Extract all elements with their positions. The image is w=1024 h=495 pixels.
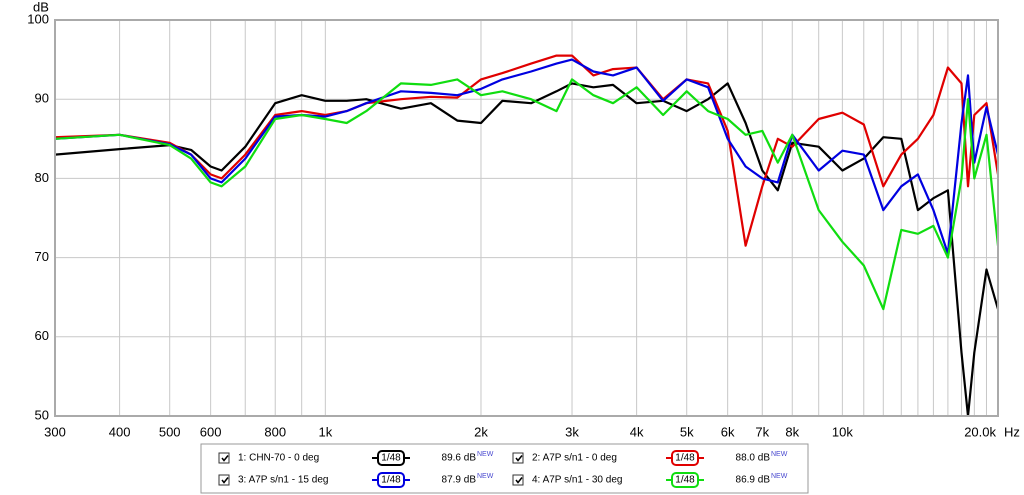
x-tick-label: 500 (159, 424, 181, 439)
x-tick-label: 4k (630, 424, 644, 439)
series-line (55, 78, 998, 311)
y-axis-label: dB (33, 0, 49, 14)
x-tick-label: 400 (109, 424, 131, 439)
new-tag: NEW (477, 451, 494, 458)
x-axis-unit: Hz (1004, 424, 1020, 439)
y-tick-label: 50 (35, 407, 49, 422)
x-tick-label: 3k (565, 424, 579, 439)
legend-level: 87.9 dB (442, 475, 477, 486)
x-tick-label: 10k (832, 424, 853, 439)
series-line (55, 54, 998, 247)
legend-name: 3: A7P s/n1 - 15 deg (238, 475, 328, 486)
new-tag: NEW (477, 473, 494, 480)
x-tick-label: 1k (318, 424, 332, 439)
y-tick-label: 60 (35, 328, 49, 343)
legend-checkbox[interactable] (512, 452, 524, 464)
smoothing-label: 1/48 (675, 475, 695, 486)
y-tick-label: 90 (35, 91, 49, 106)
x-tick-label: 20.0k (964, 424, 996, 439)
y-tick-label: 70 (35, 249, 49, 264)
y-tick-label: 80 (35, 170, 49, 185)
plot-frame (54, 19, 999, 417)
legend-name: 1: CHN-70 - 0 deg (238, 453, 319, 464)
legend-checkbox[interactable] (218, 474, 230, 486)
series-line (55, 58, 998, 255)
legend-box (200, 443, 809, 494)
new-tag: NEW (771, 473, 788, 480)
x-tick-label: 6k (721, 424, 735, 439)
legend-checkbox[interactable] (218, 452, 230, 464)
legend-checkbox[interactable] (512, 474, 524, 486)
smoothing-label: 1/48 (675, 453, 695, 464)
x-tick-label: 600 (200, 424, 222, 439)
smoothing-button[interactable] (671, 472, 699, 488)
smoothing-button[interactable] (377, 472, 405, 488)
checkmark (221, 477, 229, 484)
new-tag: NEW (771, 451, 788, 458)
legend-name: 4: A7P s/n1 - 30 deg (532, 475, 622, 486)
x-tick-label: 800 (264, 424, 286, 439)
y-tick-label: 100 (27, 11, 49, 26)
checkmark (221, 455, 229, 462)
legend-level: 86.9 dB (736, 475, 771, 486)
legend-level: 89.6 dB (442, 453, 477, 464)
x-tick-label: 7k (755, 424, 769, 439)
smoothing-button[interactable] (671, 450, 699, 466)
x-tick-label: 8k (785, 424, 799, 439)
legend-name: 2: A7P s/n1 - 0 deg (532, 453, 617, 464)
legend-level: 88.0 dB (736, 453, 771, 464)
x-tick-label: 5k (680, 424, 694, 439)
x-tick-label: 2k (474, 424, 488, 439)
checkmark (515, 455, 523, 462)
smoothing-button[interactable] (377, 450, 405, 466)
smoothing-label: 1/48 (381, 475, 401, 486)
smoothing-label: 1/48 (381, 453, 401, 464)
checkmark (515, 477, 523, 484)
x-tick-label: 300 (44, 424, 66, 439)
